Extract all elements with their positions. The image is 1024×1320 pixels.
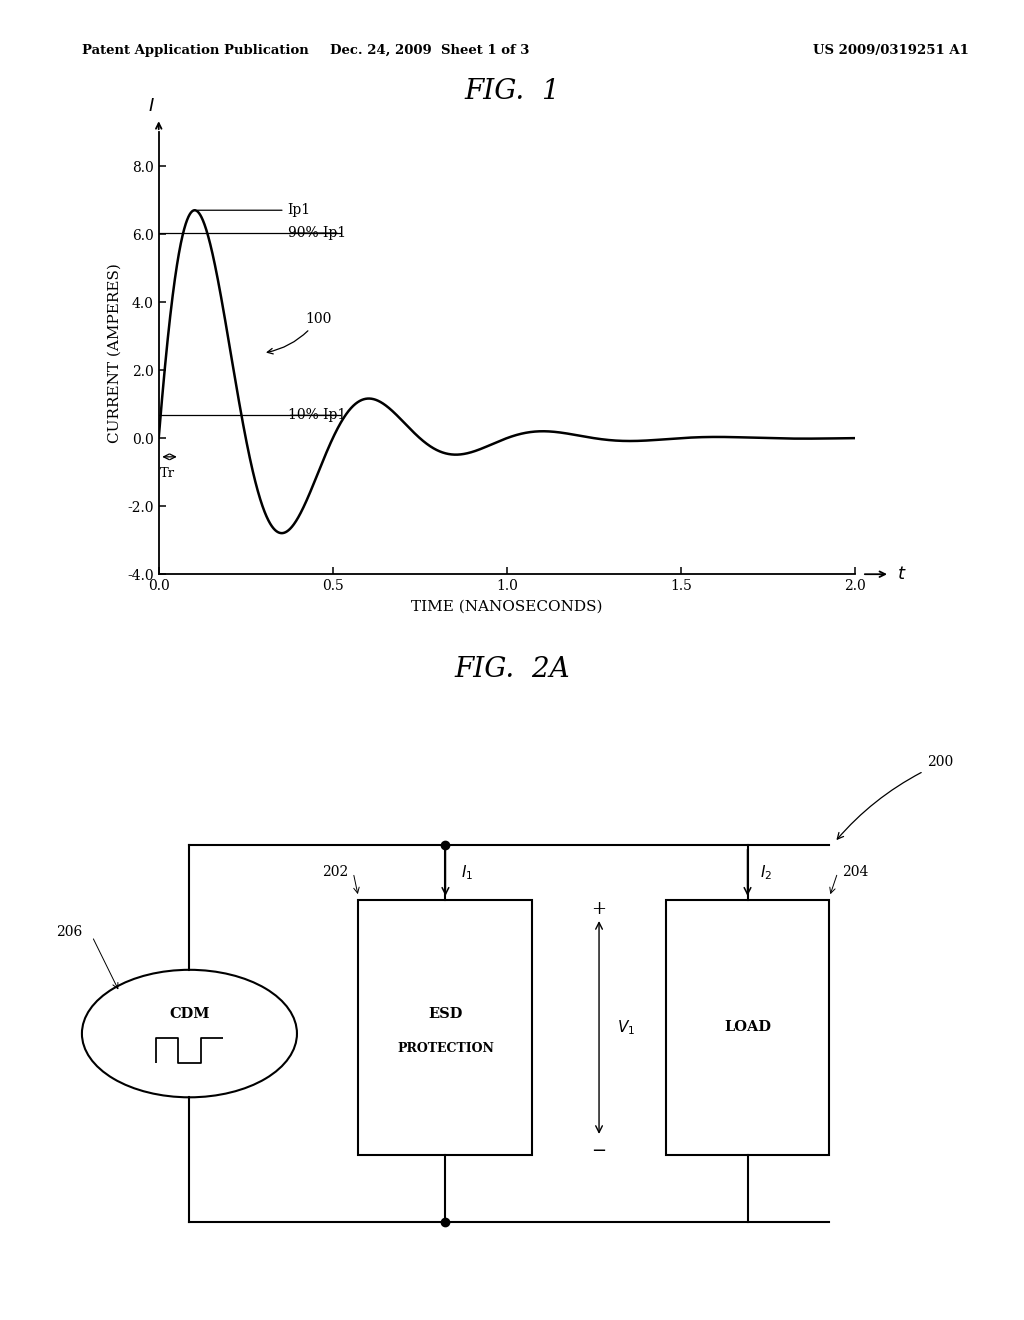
Text: Dec. 24, 2009  Sheet 1 of 3: Dec. 24, 2009 Sheet 1 of 3 (331, 44, 529, 57)
Text: $I$: $I$ (148, 96, 156, 115)
Text: LOAD: LOAD (724, 1020, 771, 1035)
Text: $t$: $t$ (897, 565, 906, 583)
Text: +: + (592, 900, 606, 919)
Text: Tr: Tr (160, 467, 175, 480)
Text: US 2009/0319251 A1: US 2009/0319251 A1 (813, 44, 969, 57)
Text: $I_2$: $I_2$ (760, 863, 772, 882)
Text: $I_1$: $I_1$ (461, 863, 473, 882)
Text: $-$: $-$ (592, 1140, 606, 1158)
Text: 10% Ip1: 10% Ip1 (288, 408, 346, 422)
Y-axis label: CURRENT (AMPERES): CURRENT (AMPERES) (108, 263, 122, 444)
Text: Patent Application Publication: Patent Application Publication (82, 44, 308, 57)
Text: $V_1$: $V_1$ (617, 1018, 636, 1036)
Text: 90% Ip1: 90% Ip1 (288, 226, 346, 240)
Text: FIG.  2A: FIG. 2A (455, 656, 569, 684)
Text: ESD: ESD (428, 1007, 463, 1022)
Text: 206: 206 (56, 925, 83, 940)
Text: PROTECTION: PROTECTION (397, 1043, 494, 1055)
X-axis label: TIME (NANOSECONDS): TIME (NANOSECONDS) (411, 601, 603, 614)
Bar (358, 900, 532, 1155)
Text: 100: 100 (267, 312, 332, 354)
Text: Ip1: Ip1 (198, 203, 310, 218)
Text: FIG.  1: FIG. 1 (464, 78, 560, 106)
Text: 204: 204 (842, 865, 868, 879)
Text: 200: 200 (927, 755, 953, 770)
Text: 202: 202 (322, 865, 348, 879)
Bar (666, 900, 829, 1155)
Text: CDM: CDM (169, 1007, 210, 1022)
